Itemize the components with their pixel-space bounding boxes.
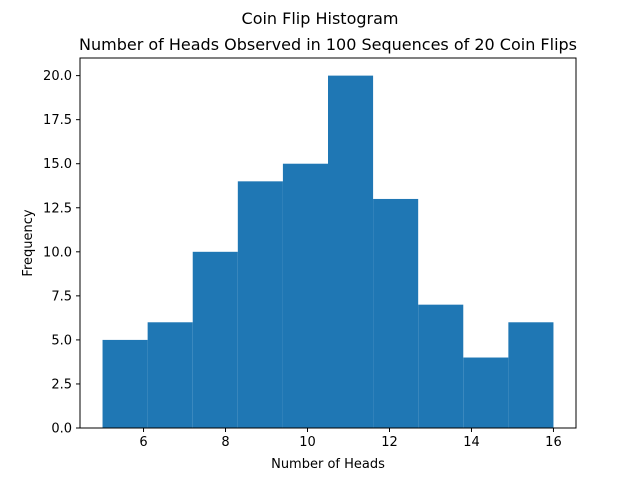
y-tick-label: 0.0 — [51, 422, 72, 437]
histogram-bar — [373, 198, 419, 428]
histogram-bar — [328, 75, 374, 428]
x-tick-label: 8 — [221, 435, 229, 450]
histogram-bar — [508, 322, 554, 428]
x-tick-label: 10 — [299, 435, 316, 450]
y-tick-label: 20.0 — [43, 69, 72, 84]
y-axis-label: Frequency — [21, 209, 36, 276]
y-tick-label: 5.0 — [51, 333, 72, 348]
y-tick-label: 7.5 — [51, 289, 72, 304]
histogram-bar — [192, 251, 238, 428]
chart-subtitle: Number of Heads Observed in 100 Sequence… — [79, 35, 577, 54]
bars-layer — [102, 75, 554, 428]
y-tick-label: 10.0 — [43, 245, 72, 260]
histogram-bar — [418, 304, 464, 428]
y-tick-label: 15.0 — [43, 157, 72, 172]
x-tick-label: 12 — [381, 435, 398, 450]
y-tick-label: 2.5 — [51, 377, 72, 392]
histogram-bar — [237, 181, 283, 428]
chart-title: Coin Flip Histogram — [242, 9, 399, 28]
x-axis-label: Number of Heads — [271, 457, 385, 472]
histogram-bar — [463, 357, 509, 428]
histogram-bar — [282, 163, 328, 428]
histogram-bar — [102, 339, 148, 428]
x-tick-label: 16 — [545, 435, 562, 450]
ticks-layer: 6 8 10 12 14 16 0.0 2.5 5.0 7.5 10.0 12.5 15.0 17.5 20… — [43, 69, 562, 450]
y-tick-label: 17.5 — [43, 113, 72, 128]
plot-area-frame — [79, 57, 577, 429]
histogram-bar — [147, 322, 193, 428]
x-tick-label: 14 — [463, 435, 480, 450]
y-tick-label: 12.5 — [43, 201, 72, 216]
x-tick-label: 6 — [139, 435, 147, 450]
